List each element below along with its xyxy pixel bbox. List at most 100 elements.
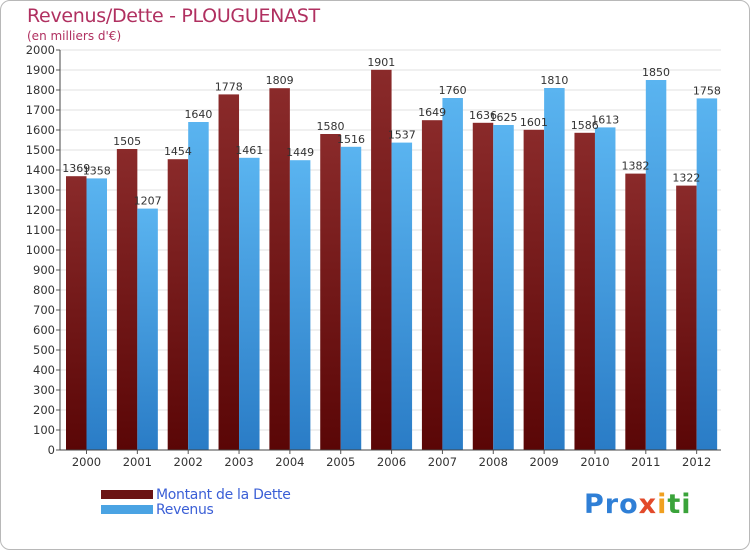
bar-revenus — [137, 208, 158, 450]
data-label: 1758 — [693, 84, 721, 97]
data-label: 1207 — [134, 195, 162, 208]
y-tick-label: 1700 — [26, 103, 55, 117]
chart-title: Revenus/Dette - PLOUGUENAST — [27, 5, 320, 27]
proxiti-logo: Proxiti — [584, 489, 692, 520]
x-tick-label: 2007 — [428, 455, 457, 469]
x-tick-label: 2006 — [377, 455, 406, 469]
data-label: 1358 — [83, 164, 111, 177]
x-tick-label: 2000 — [72, 455, 101, 469]
data-label: 1640 — [184, 108, 212, 121]
y-tick-label: 1500 — [26, 143, 55, 157]
bar-dette — [167, 159, 189, 450]
data-label: 1454 — [164, 145, 192, 158]
x-tick-label: 2011 — [631, 455, 660, 469]
y-tick-label: 700 — [33, 303, 55, 317]
y-tick-label: 1900 — [26, 63, 55, 77]
bar-dette — [218, 94, 240, 451]
y-tick-label: 0 — [48, 443, 55, 457]
data-label: 1809 — [266, 74, 294, 87]
y-tick-label: 1600 — [26, 123, 55, 137]
y-tick-label: 400 — [33, 363, 55, 377]
data-label: 1586 — [571, 119, 599, 132]
legend: Montant de la Dette Revenus — [101, 486, 291, 518]
legend-item-debt: Montant de la Dette — [101, 486, 291, 503]
data-label: 1369 — [62, 162, 90, 175]
x-tick-label: 2004 — [275, 455, 304, 469]
x-tick-label: 2001 — [123, 455, 152, 469]
data-label: 1901 — [367, 56, 395, 69]
data-label: 1810 — [540, 74, 568, 87]
data-label: 1636 — [469, 109, 497, 122]
x-tick-label: 2009 — [529, 455, 558, 469]
data-label: 1649 — [418, 106, 446, 119]
y-tick-label: 2000 — [26, 43, 55, 57]
x-tick-label: 2003 — [224, 455, 253, 469]
data-label: 1778 — [215, 80, 243, 93]
bar-revenus — [493, 125, 514, 450]
y-tick-label: 1000 — [26, 243, 55, 257]
bar-dette — [574, 132, 595, 451]
y-tick-label: 800 — [33, 283, 55, 297]
data-label: 1461 — [235, 144, 263, 157]
bar-revenus — [391, 142, 413, 450]
y-tick-label: 200 — [33, 403, 55, 417]
bar-revenus — [239, 157, 260, 451]
bars-layer — [66, 69, 718, 451]
data-label: 1382 — [622, 160, 650, 173]
x-tick-label: 2012 — [682, 455, 711, 469]
legend-label-debt: Montant de la Dette — [156, 486, 291, 503]
data-label: 1505 — [113, 135, 141, 148]
axis-layer: 0 100 200 300 400 500 600 700 800 900 1000 1100 1200… — [26, 43, 721, 469]
y-tick-label: 1300 — [26, 183, 55, 197]
data-label: 1601 — [520, 116, 548, 129]
data-label: 1516 — [337, 133, 365, 146]
data-label: 1613 — [591, 113, 619, 126]
bar-dette — [66, 176, 87, 450]
data-label: 1760 — [439, 84, 467, 97]
data-label: 1625 — [490, 111, 518, 124]
y-tick-label: 500 — [33, 343, 55, 357]
y-tick-label: 600 — [33, 323, 55, 337]
legend-label-revenus: Revenus — [156, 501, 214, 518]
legend-swatch-revenus — [101, 505, 153, 514]
bar-revenus — [645, 80, 667, 450]
bar-revenus — [696, 98, 718, 451]
bar-dette — [421, 120, 443, 450]
data-label: 1580 — [316, 120, 344, 133]
bar-dette — [676, 185, 697, 450]
data-label: 1537 — [388, 129, 416, 142]
data-label: 1850 — [642, 66, 670, 79]
y-tick-label: 1200 — [26, 203, 55, 217]
x-tick-label: 2008 — [479, 455, 508, 469]
data-label: 1449 — [286, 146, 314, 159]
y-tick-label: 1400 — [26, 163, 55, 177]
bar-revenus — [544, 88, 565, 450]
bar-revenus — [594, 127, 616, 451]
bar-revenus — [289, 160, 311, 450]
y-tick-label: 100 — [33, 423, 55, 437]
legend-swatch-debt — [101, 490, 153, 499]
chart-subtitle: (en milliers d'€) — [27, 29, 122, 43]
y-tick-label: 1800 — [26, 83, 55, 97]
bar-revenus — [188, 122, 209, 450]
bar-revenus — [442, 98, 463, 450]
bar-dette — [472, 122, 494, 451]
y-tick-label: 300 — [33, 383, 55, 397]
bar-revenus — [86, 178, 107, 450]
y-tick-label: 900 — [33, 263, 55, 277]
bar-dette — [625, 173, 646, 450]
bar-dette — [320, 134, 341, 450]
bar-dette — [371, 69, 392, 451]
x-tick-label: 2010 — [580, 455, 609, 469]
x-tick-label: 2005 — [326, 455, 355, 469]
bar-dette — [269, 88, 290, 450]
bar-revenus — [340, 146, 362, 451]
data-label: 1322 — [672, 172, 700, 185]
legend-item-revenus: Revenus — [101, 501, 291, 518]
bar-dette — [116, 149, 138, 450]
y-tick-label: 1100 — [26, 223, 55, 237]
bar-dette — [523, 129, 545, 451]
